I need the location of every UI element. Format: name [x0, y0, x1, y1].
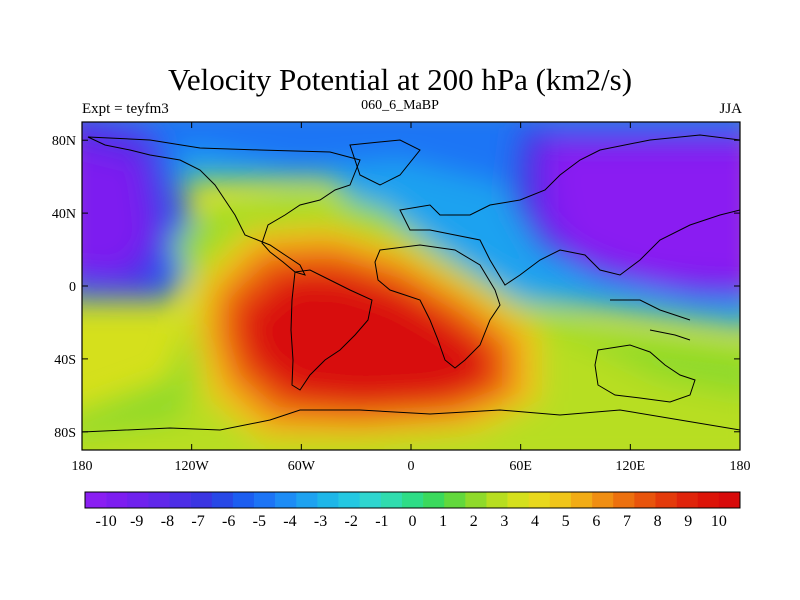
- colorbar-label: 9: [684, 513, 692, 530]
- lon-tick-label: 180: [730, 459, 751, 474]
- lat-tick-label: 0: [69, 280, 76, 295]
- colorbar-box: [718, 492, 741, 508]
- colorbar-label: -5: [253, 513, 266, 530]
- lat-tick-label: 80N: [52, 134, 76, 149]
- coast-greenland: [349, 139, 421, 186]
- lon-tick-label: 60W: [288, 459, 316, 474]
- colorbar-label: -1: [375, 513, 388, 530]
- colorbar-box: [148, 492, 170, 508]
- lat-tick-label: 80S: [54, 426, 76, 441]
- center-subtitle: 060_6_MaBP: [361, 98, 439, 113]
- latitude-ticks: 80N 40N 0 40S 80S: [52, 134, 740, 441]
- experiment-label: Expt = teyfm3: [82, 101, 169, 117]
- colorbar-frame: [84, 491, 741, 509]
- colorbar-label: 8: [654, 513, 662, 530]
- colorbar-label: -2: [345, 513, 358, 530]
- colorbar-box: [85, 492, 107, 508]
- colorbar-label: 10: [711, 513, 727, 530]
- colorbar-box: [211, 492, 234, 508]
- colorbar-box: [634, 492, 656, 508]
- lon-tick-label: 120E: [616, 459, 646, 474]
- lon-tick-label: 60E: [509, 459, 532, 474]
- colorbar-label: 1: [439, 513, 447, 530]
- colorbar-box: [528, 492, 551, 508]
- coast-antarctica: [82, 409, 740, 433]
- colorbar-label: -4: [283, 513, 296, 530]
- coastlines: [82, 134, 740, 433]
- lon-tick-label: 0: [408, 459, 415, 474]
- colorbar-box: [254, 492, 276, 508]
- colorbar-label: -8: [161, 513, 174, 530]
- colorbar-label: -10: [95, 513, 116, 530]
- colorbar-box: [655, 492, 677, 508]
- coast-south-america: [290, 269, 373, 391]
- colorbar-label: 5: [562, 513, 570, 530]
- plot-title: Velocity Potential at 200 hPa (km2/s): [167, 62, 633, 97]
- colorbar-box: [507, 492, 530, 508]
- lon-tick-label: 120W: [175, 459, 210, 474]
- colorbar-labels: -10 -9 -8 -7 -6 -5 -4 -3 -2 -1 0 1 2 3 4 5 6 7 8 9 10: [95, 513, 726, 530]
- colorbar-label: 2: [470, 513, 478, 530]
- contour-fill: [82, 122, 740, 450]
- colorbar-box: [613, 492, 635, 508]
- colorbar-box: [380, 492, 403, 508]
- colorbar: [84, 491, 741, 509]
- colorbar-box: [697, 492, 720, 508]
- colorbar-label: 0: [409, 513, 417, 530]
- colorbar-box: [190, 492, 213, 508]
- colorbar-label: 7: [623, 513, 631, 530]
- colorbar-box: [465, 492, 487, 508]
- colorbar-box: [423, 492, 445, 508]
- colorbar-label: -7: [191, 513, 204, 530]
- colorbar-box: [549, 492, 572, 508]
- colorbar-box: [232, 492, 255, 508]
- colorbar-label: -3: [314, 513, 327, 530]
- lon-tick-label: 180: [72, 459, 93, 474]
- colorbar-label: 6: [592, 513, 600, 530]
- colorbar-box: [592, 492, 614, 508]
- colorbar-box: [401, 492, 424, 508]
- colorbar-box: [486, 492, 508, 508]
- coast-se-asia-islands: [610, 299, 691, 341]
- colorbar-box: [444, 492, 466, 508]
- lat-tick-label: 40N: [52, 207, 76, 222]
- coast-australia: [594, 344, 696, 403]
- colorbar-box: [275, 492, 297, 508]
- lat-tick-label: 40S: [54, 353, 76, 368]
- colorbar-box: [296, 492, 318, 508]
- colorbar-box: [570, 492, 593, 508]
- colorbar-box: [106, 492, 128, 508]
- longitude-ticks: 180 120W 60W 0 60E 120E 180: [72, 122, 751, 474]
- colorbar-box: [359, 492, 382, 508]
- colorbar-label: 4: [531, 513, 539, 530]
- coast-africa: [374, 244, 501, 369]
- colorbar-box: [169, 492, 191, 508]
- colorbar-label: -9: [130, 513, 143, 530]
- colorbar-label: 3: [500, 513, 508, 530]
- colorbar-box: [127, 492, 149, 508]
- colorbar-box: [317, 492, 339, 508]
- colorbar-label: -6: [222, 513, 235, 530]
- season-label: JJA: [719, 101, 742, 117]
- colorbar-box: [676, 492, 699, 508]
- colorbar-box: [338, 492, 360, 508]
- coast-europe-asia: [399, 134, 740, 286]
